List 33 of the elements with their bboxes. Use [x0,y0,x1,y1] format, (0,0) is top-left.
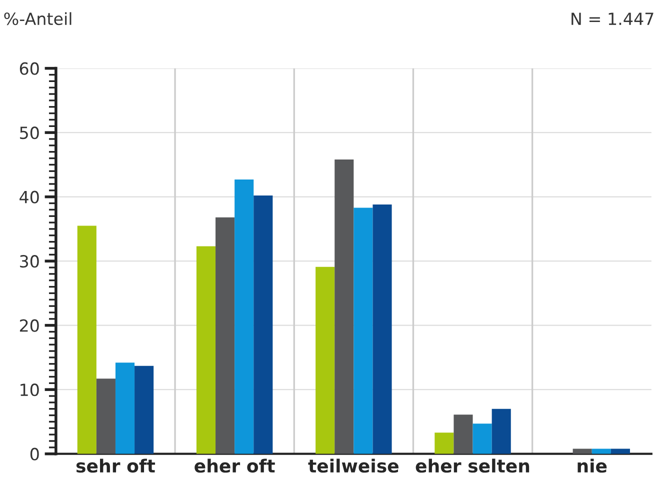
x-tick-label: eher oft [194,458,275,473]
bar [134,366,154,454]
y-tick-label: 50 [20,126,39,140]
x-tick-label: sehr oft [76,458,156,473]
bar [354,208,373,454]
bar [196,246,216,454]
bar [610,448,630,454]
y-tick-label: 0 [30,448,39,460]
y-axis-title: %-Anteil [4,12,72,26]
x-tick-label: nie [578,458,607,473]
bar [77,226,96,454]
bar [216,217,235,454]
bar [434,432,454,454]
y-tick-label: 40 [20,190,39,204]
bar [372,204,392,454]
bar [334,160,354,454]
x-tick-label: teilweise [308,458,398,473]
bar [572,448,592,454]
bar [316,266,335,454]
text: N = 1.447 [572,12,654,25]
bar [492,408,511,454]
bar [115,362,135,454]
bar [592,448,611,454]
y-tick-label: 20 [20,319,39,332]
bar [234,179,254,454]
x-tick-label: eher selten [416,458,530,473]
bar [96,378,116,454]
bar [472,424,492,454]
y-tick-label: 30 [20,255,39,268]
bar [454,414,473,454]
y-tick-label: 10 [20,384,39,396]
bar [254,196,273,454]
y-tick-label: 60 [20,62,39,75]
